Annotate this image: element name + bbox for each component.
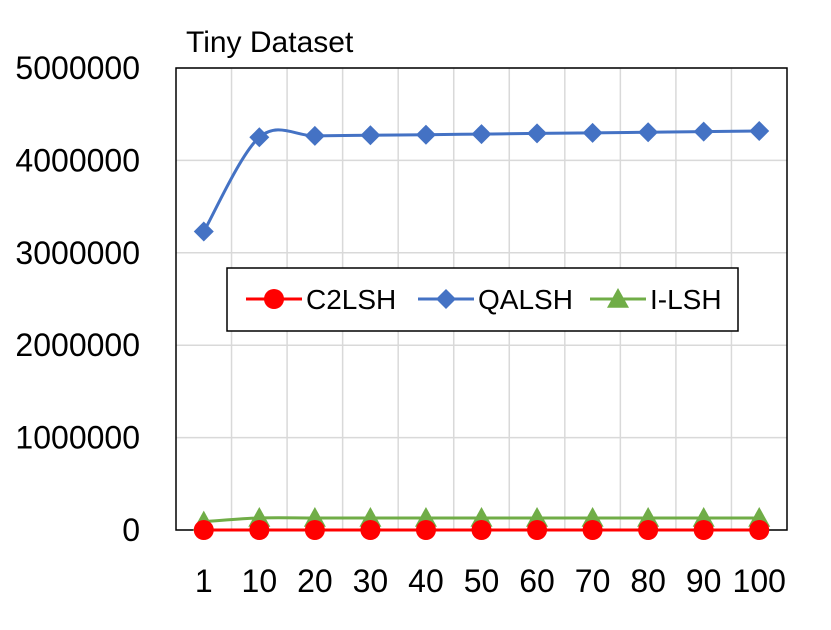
data-point-c2lsh <box>749 520 770 540</box>
x-tick-label: 1 <box>195 563 213 599</box>
data-point-c2lsh <box>693 520 714 540</box>
legend-item-c2lsh: C2LSH <box>246 284 396 315</box>
legend-label: I-LSH <box>650 284 722 315</box>
data-point-qalsh <box>471 124 492 145</box>
y-axis-tick-labels: 0 1000000 2000000 3000000 4000000 5000000 <box>15 50 140 548</box>
legend-label: QALSH <box>478 284 573 315</box>
legend-marker-c2lsh <box>264 289 284 309</box>
y-tick-label: 2000000 <box>15 327 140 363</box>
data-point-c2lsh <box>249 520 270 540</box>
x-axis-tick-labels: 1 10 20 30 40 50 60 70 80 90 100 <box>195 563 786 599</box>
data-point-qalsh <box>638 122 659 143</box>
chart-title: Tiny Dataset <box>186 26 354 59</box>
series-qalsh <box>193 121 770 242</box>
data-point-qalsh <box>749 121 770 142</box>
data-point-qalsh <box>415 124 436 145</box>
data-point-qalsh <box>582 122 603 143</box>
data-point-c2lsh <box>582 520 603 540</box>
x-tick-label: 90 <box>686 563 722 599</box>
y-tick-label: 1000000 <box>15 420 140 456</box>
x-tick-label: 40 <box>408 563 444 599</box>
data-point-c2lsh <box>471 520 492 540</box>
x-tick-label: 20 <box>297 563 333 599</box>
data-point-qalsh <box>304 125 325 146</box>
y-tick-label: 0 <box>122 512 140 548</box>
x-tick-label: 30 <box>353 563 389 599</box>
legend-box <box>226 267 739 332</box>
data-point-qalsh <box>693 121 714 142</box>
x-tick-label: 60 <box>519 563 555 599</box>
y-tick-label: 5000000 <box>15 50 140 86</box>
legend-item-i-lsh: I-LSH <box>590 284 722 315</box>
data-point-qalsh <box>360 125 381 146</box>
data-point-c2lsh <box>527 520 548 540</box>
legend-marker-i-lsh <box>607 288 629 308</box>
data-point-c2lsh <box>415 520 436 540</box>
data-point-c2lsh <box>360 520 381 540</box>
legend-marker-qalsh <box>436 289 456 309</box>
data-point-qalsh <box>249 127 270 148</box>
series-c2lsh <box>193 520 770 540</box>
x-tick-label: 10 <box>242 563 278 599</box>
x-tick-label: 80 <box>630 563 666 599</box>
data-point-c2lsh <box>193 520 214 540</box>
data-point-c2lsh <box>638 520 659 540</box>
legend: C2LSH QALSH I-LSH <box>226 267 739 332</box>
y-tick-label: 3000000 <box>15 235 140 271</box>
legend-item-qalsh: QALSH <box>418 284 573 315</box>
series-layer <box>192 121 771 540</box>
data-point-qalsh <box>527 123 548 144</box>
x-tick-label: 50 <box>464 563 500 599</box>
x-tick-label: 70 <box>575 563 611 599</box>
x-tick-label: 100 <box>733 563 786 599</box>
legend-label: C2LSH <box>306 284 396 315</box>
data-point-c2lsh <box>304 520 325 540</box>
data-point-qalsh <box>193 221 214 242</box>
y-tick-label: 4000000 <box>15 142 140 178</box>
